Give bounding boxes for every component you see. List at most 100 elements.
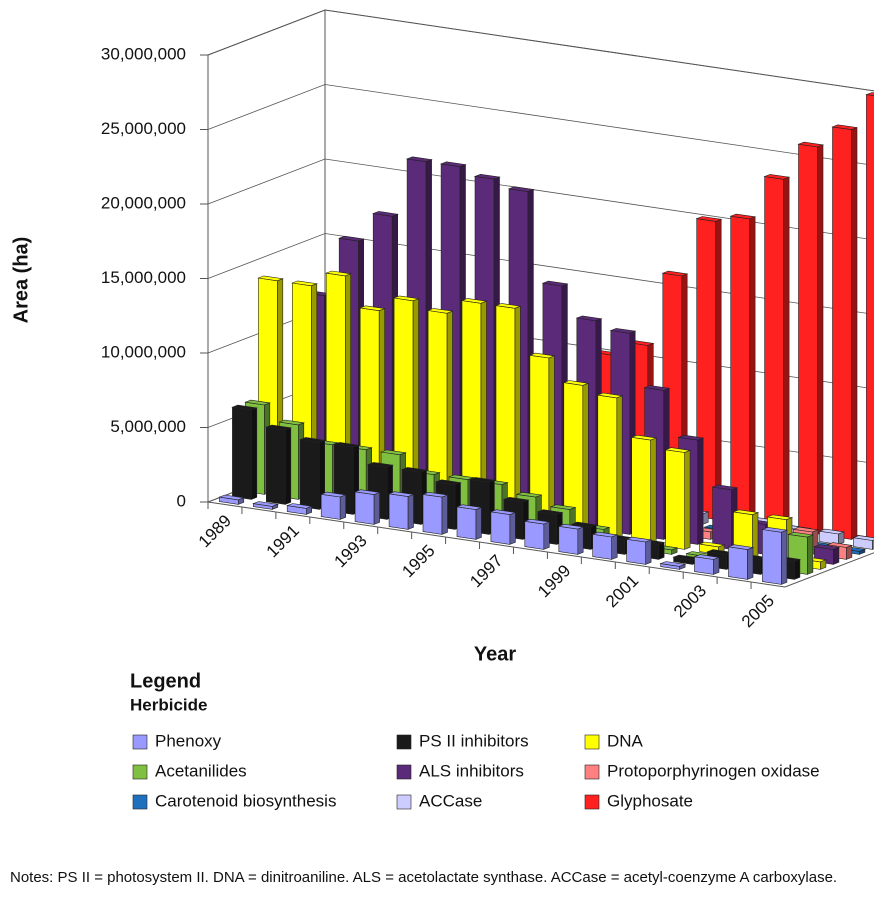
bar-face [650,437,657,545]
bar-face [798,143,818,535]
bar-face [728,546,748,580]
bar-face [238,497,245,505]
bar-face [631,436,652,545]
bar-face [807,534,814,575]
y-tick-label: 25,000,000 [101,119,186,138]
bar [797,141,825,535]
legend-swatch [396,734,412,750]
bar-face [299,439,320,510]
grid-line [207,158,874,241]
y-tick-label: 5,000,000 [110,417,186,436]
bar [218,494,245,505]
bar-face [251,407,258,500]
bar-face [582,382,589,535]
legend-label: PS II inhibitors [419,731,529,750]
bar-face [514,305,521,525]
bar-face [577,526,584,555]
bar [460,298,488,520]
legend-swatch [584,764,600,780]
x-tick-label: 2003 [670,581,710,621]
bar-face [626,538,647,565]
bar-face [616,395,623,540]
bar-face [838,531,845,545]
y-tick-label: 30,000,000 [101,44,186,63]
bar-face [548,355,555,530]
bar-face [762,529,782,585]
bar-face [702,511,709,525]
legend-label: Carotenoid biosynthesis [155,791,336,810]
bar-face [852,535,874,541]
bar-face [851,127,858,540]
legend-label: ALS inhibitors [419,761,524,780]
bar-face [679,563,686,570]
bar-face [475,507,482,540]
bar [489,509,517,545]
bar [591,531,619,560]
x-tick-label: 1995 [398,541,438,581]
bar-face [832,126,852,540]
bar-face [752,512,759,560]
bar-face [715,218,722,520]
legend-label: Glyphosate [607,791,693,810]
bar [763,174,791,530]
legend-title: Legend [130,670,201,692]
legend-swatch [132,794,148,810]
bar-face [671,547,678,555]
bar [831,124,858,540]
bar-face [490,511,511,545]
bar-face [697,437,704,545]
bar-face [592,533,613,560]
y-tick-label: 0 [177,491,186,510]
y-axis-title: Area (ha) [10,237,32,324]
bar [727,544,755,580]
bar [557,523,585,555]
bar-face [441,494,448,535]
bar [387,491,415,530]
bar [818,528,846,545]
bar [659,561,687,570]
bar [528,352,556,530]
bar-face [781,529,788,585]
bar [865,92,874,544]
bar [852,535,874,550]
x-tick-label: 1999 [534,561,574,601]
bar-face [543,521,550,550]
bar-face [749,216,756,525]
bar-face [339,494,347,520]
bar-face [712,486,732,550]
legend-swatch [132,764,148,780]
bar-face [284,427,292,505]
bar [265,424,292,505]
bar-face [373,492,380,525]
legend-label: Protoporphyrinogen oxidase [607,761,820,780]
bar-face [558,525,579,555]
bar-face [407,494,414,530]
bar-face [665,449,686,550]
bar-face [597,394,618,540]
x-tick-label: 1989 [195,511,235,551]
bar [320,491,347,520]
bar-face [388,493,409,530]
bar-face [859,548,866,555]
x-tick-label: 2001 [602,571,642,611]
bar-face [866,94,874,544]
x-axis-title: Year [474,643,516,665]
legend-subtitle: Herbicide [130,695,207,714]
legend-swatch [396,764,412,780]
bar-face [524,520,545,550]
x-tick-label: 1997 [466,551,506,591]
bar-face [354,491,375,525]
bar-face [865,92,874,97]
grid-line [207,84,874,166]
bar [231,404,258,500]
legend-swatch [584,794,600,810]
bar-face [305,505,313,515]
bar-face [713,556,720,575]
y-tick-label: 20,000,000 [101,193,186,212]
bar [421,491,449,535]
grid-line [207,9,874,92]
bar-face [747,547,754,580]
legend-label: ACCase [419,791,482,810]
bar-face [783,176,790,530]
